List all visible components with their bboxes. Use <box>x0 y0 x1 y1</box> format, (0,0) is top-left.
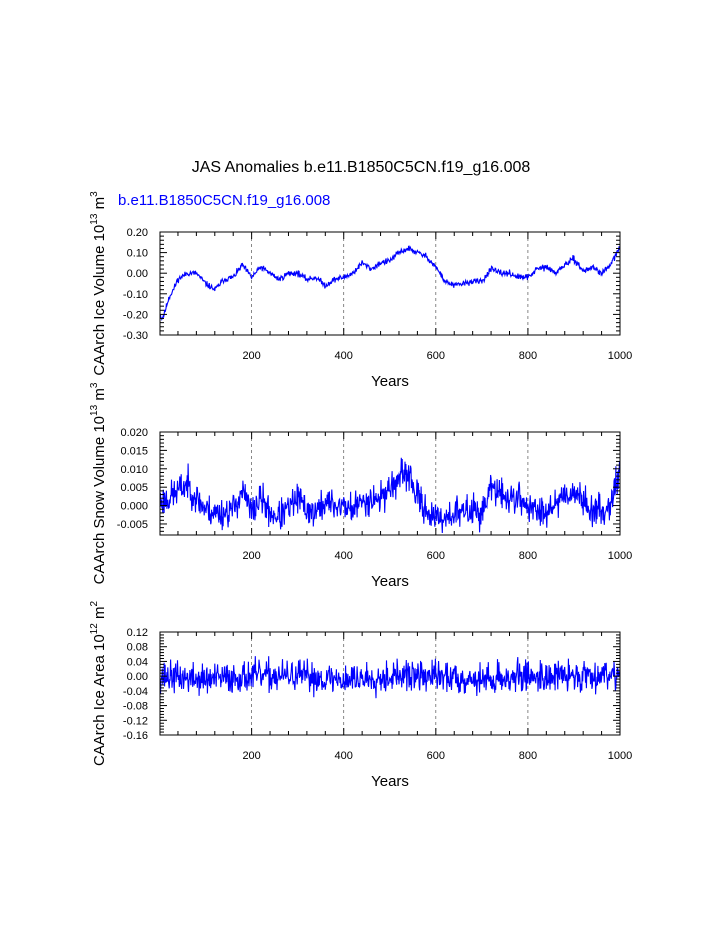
x-tick-label: 600 <box>427 350 445 362</box>
y-tick-label: 0.010 <box>120 464 148 476</box>
y-tick-label: 0.000 <box>120 501 148 513</box>
x-tick-label: 400 <box>335 350 353 362</box>
x-tick-label: 800 <box>519 550 537 562</box>
panel-ice-volume: 0.20 0.10 0.00 -0.10 -0.20 -0.30 200 400 600 800 1… <box>89 191 632 390</box>
figure-title: JAS Anomalies b.e11.B1850C5CN.f19_g16.00… <box>192 159 531 176</box>
x-tick-label: 1000 <box>608 750 632 762</box>
y-tick-label: 0.015 <box>120 445 148 457</box>
y-tick-label: -0.04 <box>123 686 148 698</box>
y-tick-label: -0.10 <box>123 289 148 301</box>
series-line <box>159 457 621 534</box>
plot-frame <box>159 231 621 336</box>
series-subtitle: b.e11.B1850C5CN.f19_g16.008 <box>118 192 330 209</box>
panel-snow-volume: 0.020 0.015 0.010 0.005 0.000 -0.005 200 400 600… <box>89 382 632 590</box>
plot-frame <box>159 631 621 736</box>
y-tick-label: 0.04 <box>127 656 148 668</box>
y-tick-label: 0.20 <box>127 227 148 239</box>
y-axis-label: CAArch Ice Area 1012 m2 <box>89 601 108 767</box>
y-tick-label: 0.00 <box>127 671 148 683</box>
x-tick-label: 400 <box>335 550 353 562</box>
x-axis-label: Years <box>371 373 409 390</box>
y-axis-label: CAArch Ice Volume 1013 m3 <box>89 191 108 376</box>
x-tick-label: 200 <box>242 550 260 562</box>
x-axis-label: Years <box>371 773 409 790</box>
x-tick-label: 600 <box>427 750 445 762</box>
y-tick-label: 0.005 <box>120 482 148 494</box>
panels: 0.20 0.10 0.00 -0.10 -0.20 -0.30 200 400 600 800 1… <box>89 191 632 790</box>
x-tick-label: 800 <box>519 750 537 762</box>
y-tick-label: -0.12 <box>123 715 148 727</box>
x-tick-label: 1000 <box>608 350 632 362</box>
x-tick-label: 800 <box>519 350 537 362</box>
y-tick-label: 0.00 <box>127 268 148 280</box>
y-tick-label: 0.020 <box>120 427 148 439</box>
series-line <box>159 245 621 322</box>
y-tick-label: -0.08 <box>123 701 148 713</box>
series-line <box>159 656 621 699</box>
y-tick-label: 0.08 <box>127 642 148 654</box>
x-tick-label: 600 <box>427 550 445 562</box>
x-tick-label: 400 <box>335 750 353 762</box>
y-tick-label: -0.005 <box>117 519 148 531</box>
y-axis-label: CAArch Snow Volume 1013 m3 <box>89 382 108 584</box>
y-tick-label: -0.30 <box>123 330 148 342</box>
y-tick-label: 0.12 <box>127 627 148 639</box>
y-tick-label: -0.16 <box>123 730 148 742</box>
y-tick-label: -0.20 <box>123 309 148 321</box>
x-tick-label: 1000 <box>608 550 632 562</box>
x-tick-label: 200 <box>242 750 260 762</box>
panel-ice-area: 0.12 0.08 0.04 0.00 -0.04 -0.08 -0.12 -0.16 200 4… <box>89 601 632 790</box>
y-tick-label: 0.10 <box>127 248 148 260</box>
x-tick-label: 200 <box>242 350 260 362</box>
x-axis-label: Years <box>371 573 409 590</box>
